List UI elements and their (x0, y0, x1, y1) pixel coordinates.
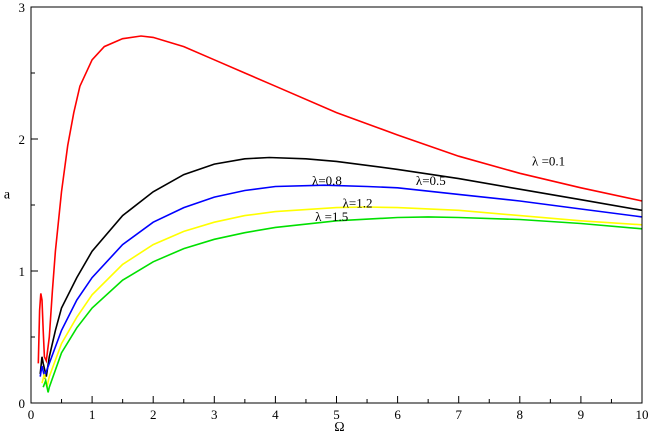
series-label-0: λ =0.1 (532, 153, 565, 168)
y-tick-label: 1 (19, 264, 26, 279)
series-label-4: λ =1.5 (315, 209, 348, 224)
x-tick-label: 4 (272, 407, 279, 422)
y-tick-label: 2 (19, 132, 26, 147)
series-layer (37, 35, 643, 393)
series-labels: λ =0.1 λ=0.5 λ=0.8λ=1.2λ =1.5 (312, 153, 565, 223)
series-line-1 (39, 156, 643, 377)
series-label-3: λ=1.2 (343, 196, 373, 211)
x-axis-title: Ω (334, 420, 344, 435)
y-tick-label: 0 (19, 396, 26, 411)
x-axis-ticks: 0 1 2 3 4 5 6 7 8 9 10 (28, 396, 649, 422)
x-tick-label: 8 (517, 407, 524, 422)
y-tick-label: 3 (19, 0, 26, 15)
series-label-2: λ=0.8 (312, 173, 342, 188)
x-tick-label: 1 (89, 407, 96, 422)
series-line-0 (37, 35, 643, 364)
y-axis-ticks: 0 1 2 3 (19, 0, 38, 411)
x-tick-label: 7 (455, 407, 462, 422)
x-tick-label: 2 (150, 407, 157, 422)
series-line-3 (41, 206, 643, 388)
series-line-2 (39, 184, 643, 380)
series-line-4 (42, 216, 643, 393)
y-axis-title: a (4, 187, 11, 202)
x-tick-label: 10 (636, 407, 649, 422)
series-label-1: λ=0.5 (416, 173, 446, 188)
x-tick-label: 5 (333, 407, 340, 422)
x-tick-label: 6 (394, 407, 401, 422)
x-tick-label: 3 (211, 407, 218, 422)
x-tick-label: 0 (28, 407, 35, 422)
x-tick-label: 9 (578, 407, 585, 422)
